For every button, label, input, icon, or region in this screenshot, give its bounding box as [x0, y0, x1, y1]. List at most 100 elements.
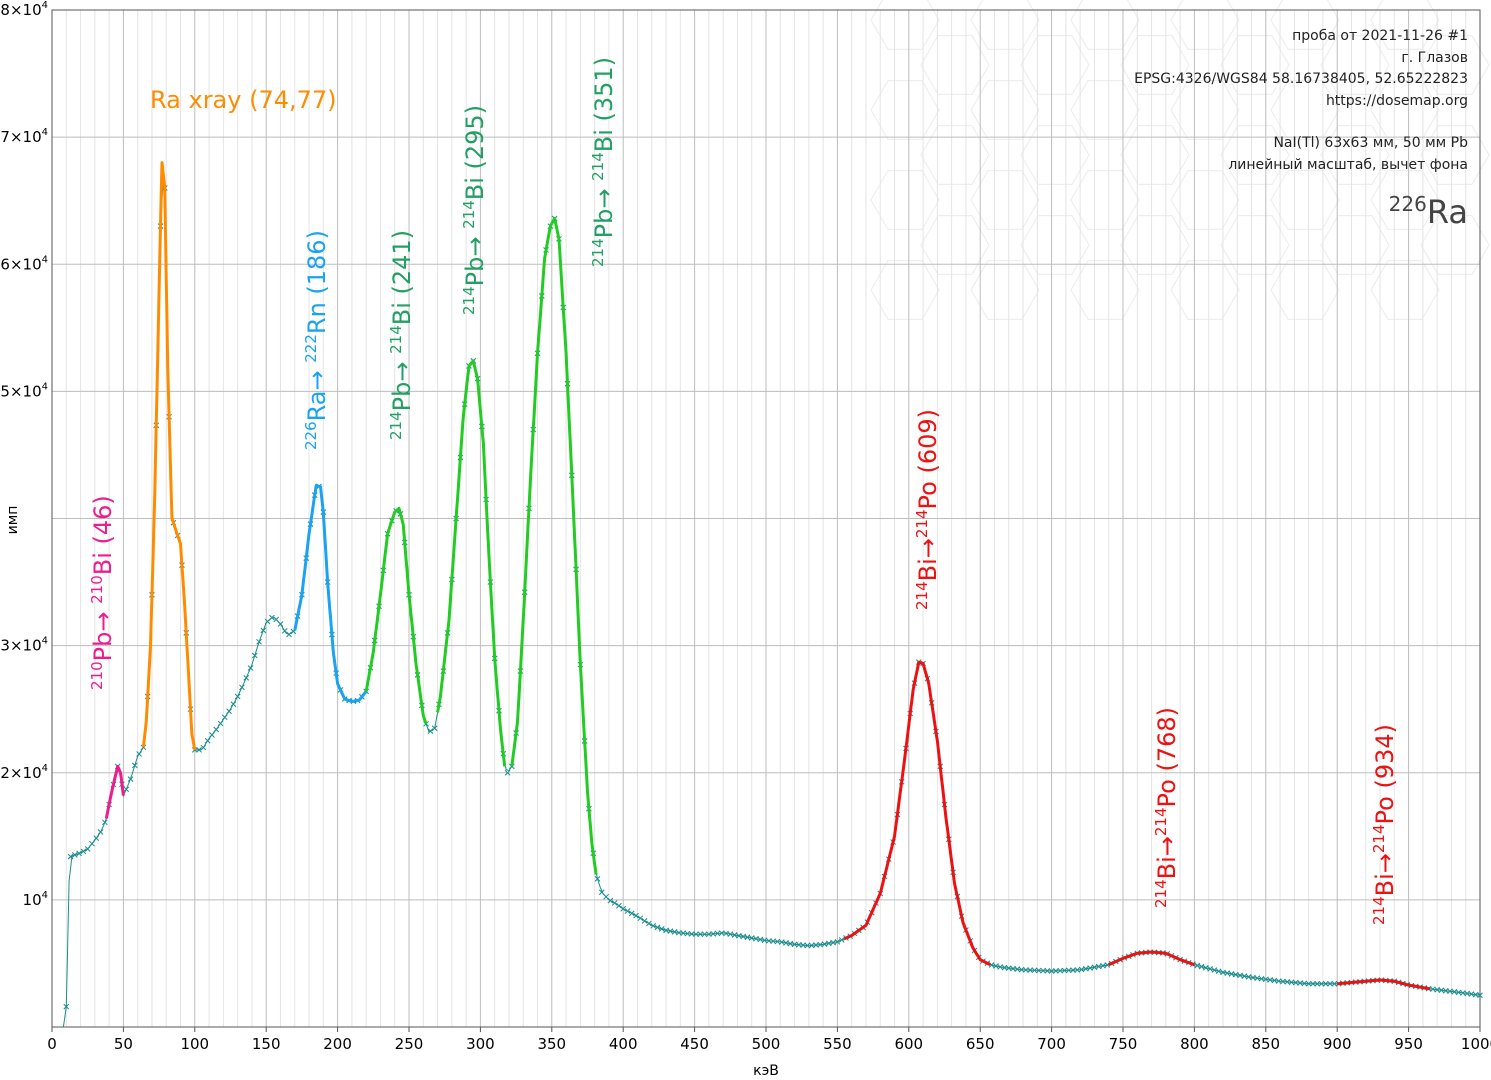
data-point: [260, 627, 267, 634]
data-point: [757, 936, 764, 943]
sample-location: г. Глазов: [1401, 49, 1468, 66]
plot-area: [62, 161, 1483, 1028]
data-point: [787, 940, 794, 947]
hexagon-decoration: [1370, 260, 1440, 320]
data-point: [123, 786, 130, 793]
data-point: [736, 932, 742, 939]
peak-segment: [364, 506, 428, 725]
data-point: [693, 931, 699, 938]
data-point: [1241, 973, 1248, 980]
data-point: [598, 889, 605, 896]
hexagon-decoration: [1320, 34, 1390, 96]
hexagon-decoration: [970, 0, 1040, 51]
peak-segment: [1336, 978, 1431, 991]
data-point: [239, 684, 245, 691]
x-tick-label: 50: [114, 1035, 133, 1053]
hexagon-decoration: [1220, 124, 1290, 185]
hexagon-decoration: [1170, 260, 1240, 320]
data-point: [273, 616, 280, 623]
data-point: [1035, 967, 1042, 974]
data-point: [1040, 967, 1046, 974]
data-point: [97, 829, 104, 835]
data-point: [1232, 971, 1239, 978]
data-point: [1083, 965, 1089, 972]
hexagon-decoration: [1270, 0, 1340, 51]
data-point: [1314, 980, 1321, 987]
data-point: [723, 930, 729, 937]
data-point: [753, 935, 759, 942]
data-point: [727, 931, 734, 938]
hexagon-watermark: [870, 0, 1490, 320]
data-point: [431, 725, 438, 732]
data-point: [243, 675, 250, 681]
data-point: [209, 732, 215, 738]
data-point: [654, 924, 661, 931]
x-tick-label: 400: [609, 1035, 638, 1053]
annotation-bi768: 214Bi→214Po (768): [1152, 707, 1181, 908]
data-point: [1202, 964, 1209, 971]
annotation-bi934: 214Bi→214Po (934): [1370, 724, 1399, 925]
data-point: [1044, 968, 1051, 974]
data-point: [226, 708, 232, 715]
data-point: [641, 917, 648, 924]
peak-segment: [843, 660, 991, 967]
annotation-ra186: 226Ra→ 222Rn (186): [302, 230, 331, 450]
x-axis-title: кэВ: [753, 1063, 779, 1079]
data-point: [1220, 969, 1226, 976]
data-point: [740, 933, 747, 940]
y-tick-label: 3×104: [0, 636, 48, 655]
hexagon-decoration: [870, 79, 940, 140]
data-point: [71, 852, 78, 858]
annotation-xray: Ra xray (74,77): [150, 86, 337, 114]
y-tick-label: 6×104: [0, 254, 48, 273]
data-point: [1087, 965, 1094, 971]
data-point: [1065, 967, 1072, 974]
data-point: [286, 631, 292, 638]
hexagon-decoration: [1070, 0, 1140, 51]
isotope-label: 226Ra: [1134, 186, 1468, 230]
data-point: [1198, 963, 1205, 970]
hexagon-decoration: [1170, 79, 1240, 140]
data-point: [748, 935, 755, 941]
hexagon-decoration: [1120, 215, 1190, 275]
data-point: [1027, 967, 1034, 973]
hexagon-decoration: [970, 260, 1040, 320]
hexagon-decoration: [870, 260, 940, 320]
data-point: [213, 726, 220, 733]
data-point: [607, 897, 614, 904]
x-tick-label: 800: [1180, 1035, 1209, 1053]
hexagon-decoration: [920, 215, 990, 275]
data-point: [101, 819, 108, 826]
x-tick-label: 100: [180, 1035, 209, 1053]
hexagon-decoration: [920, 34, 990, 96]
data-point: [67, 853, 74, 860]
data-point: [196, 747, 202, 753]
data-point: [667, 928, 674, 935]
detector-info: NaI(Tl) 63x63 мм, 50 мм Pb: [1273, 135, 1468, 151]
hexagon-decoration: [1370, 0, 1440, 51]
data-point: [701, 931, 708, 938]
data-point: [804, 942, 811, 949]
data-point: [838, 937, 845, 943]
data-point: [281, 628, 288, 634]
x-tick-label: 850: [1251, 1035, 1280, 1053]
x-tick-label: 750: [1109, 1035, 1138, 1053]
spectrum-markers: [63, 185, 1483, 1010]
hexagon-decoration: [1220, 215, 1290, 275]
data-point: [778, 939, 785, 945]
y-tick-label: 7×104: [0, 127, 48, 146]
x-tick-label: 600: [894, 1035, 923, 1053]
hexagon-decoration: [1270, 170, 1340, 230]
x-tick-label: 950: [1394, 1035, 1423, 1053]
data-point: [63, 1003, 70, 1010]
data-point: [744, 934, 751, 941]
hexagon-decoration: [1420, 215, 1490, 275]
x-tick-label: 350: [537, 1035, 566, 1053]
data-point: [697, 931, 704, 938]
data-point: [993, 963, 999, 969]
data-point: [234, 693, 241, 700]
data-point: [658, 926, 665, 932]
isotope-symbol: Ra: [1426, 193, 1468, 231]
data-point: [611, 900, 618, 906]
annotation-pb351: 214Pb→ 214Bi (351): [589, 57, 618, 267]
